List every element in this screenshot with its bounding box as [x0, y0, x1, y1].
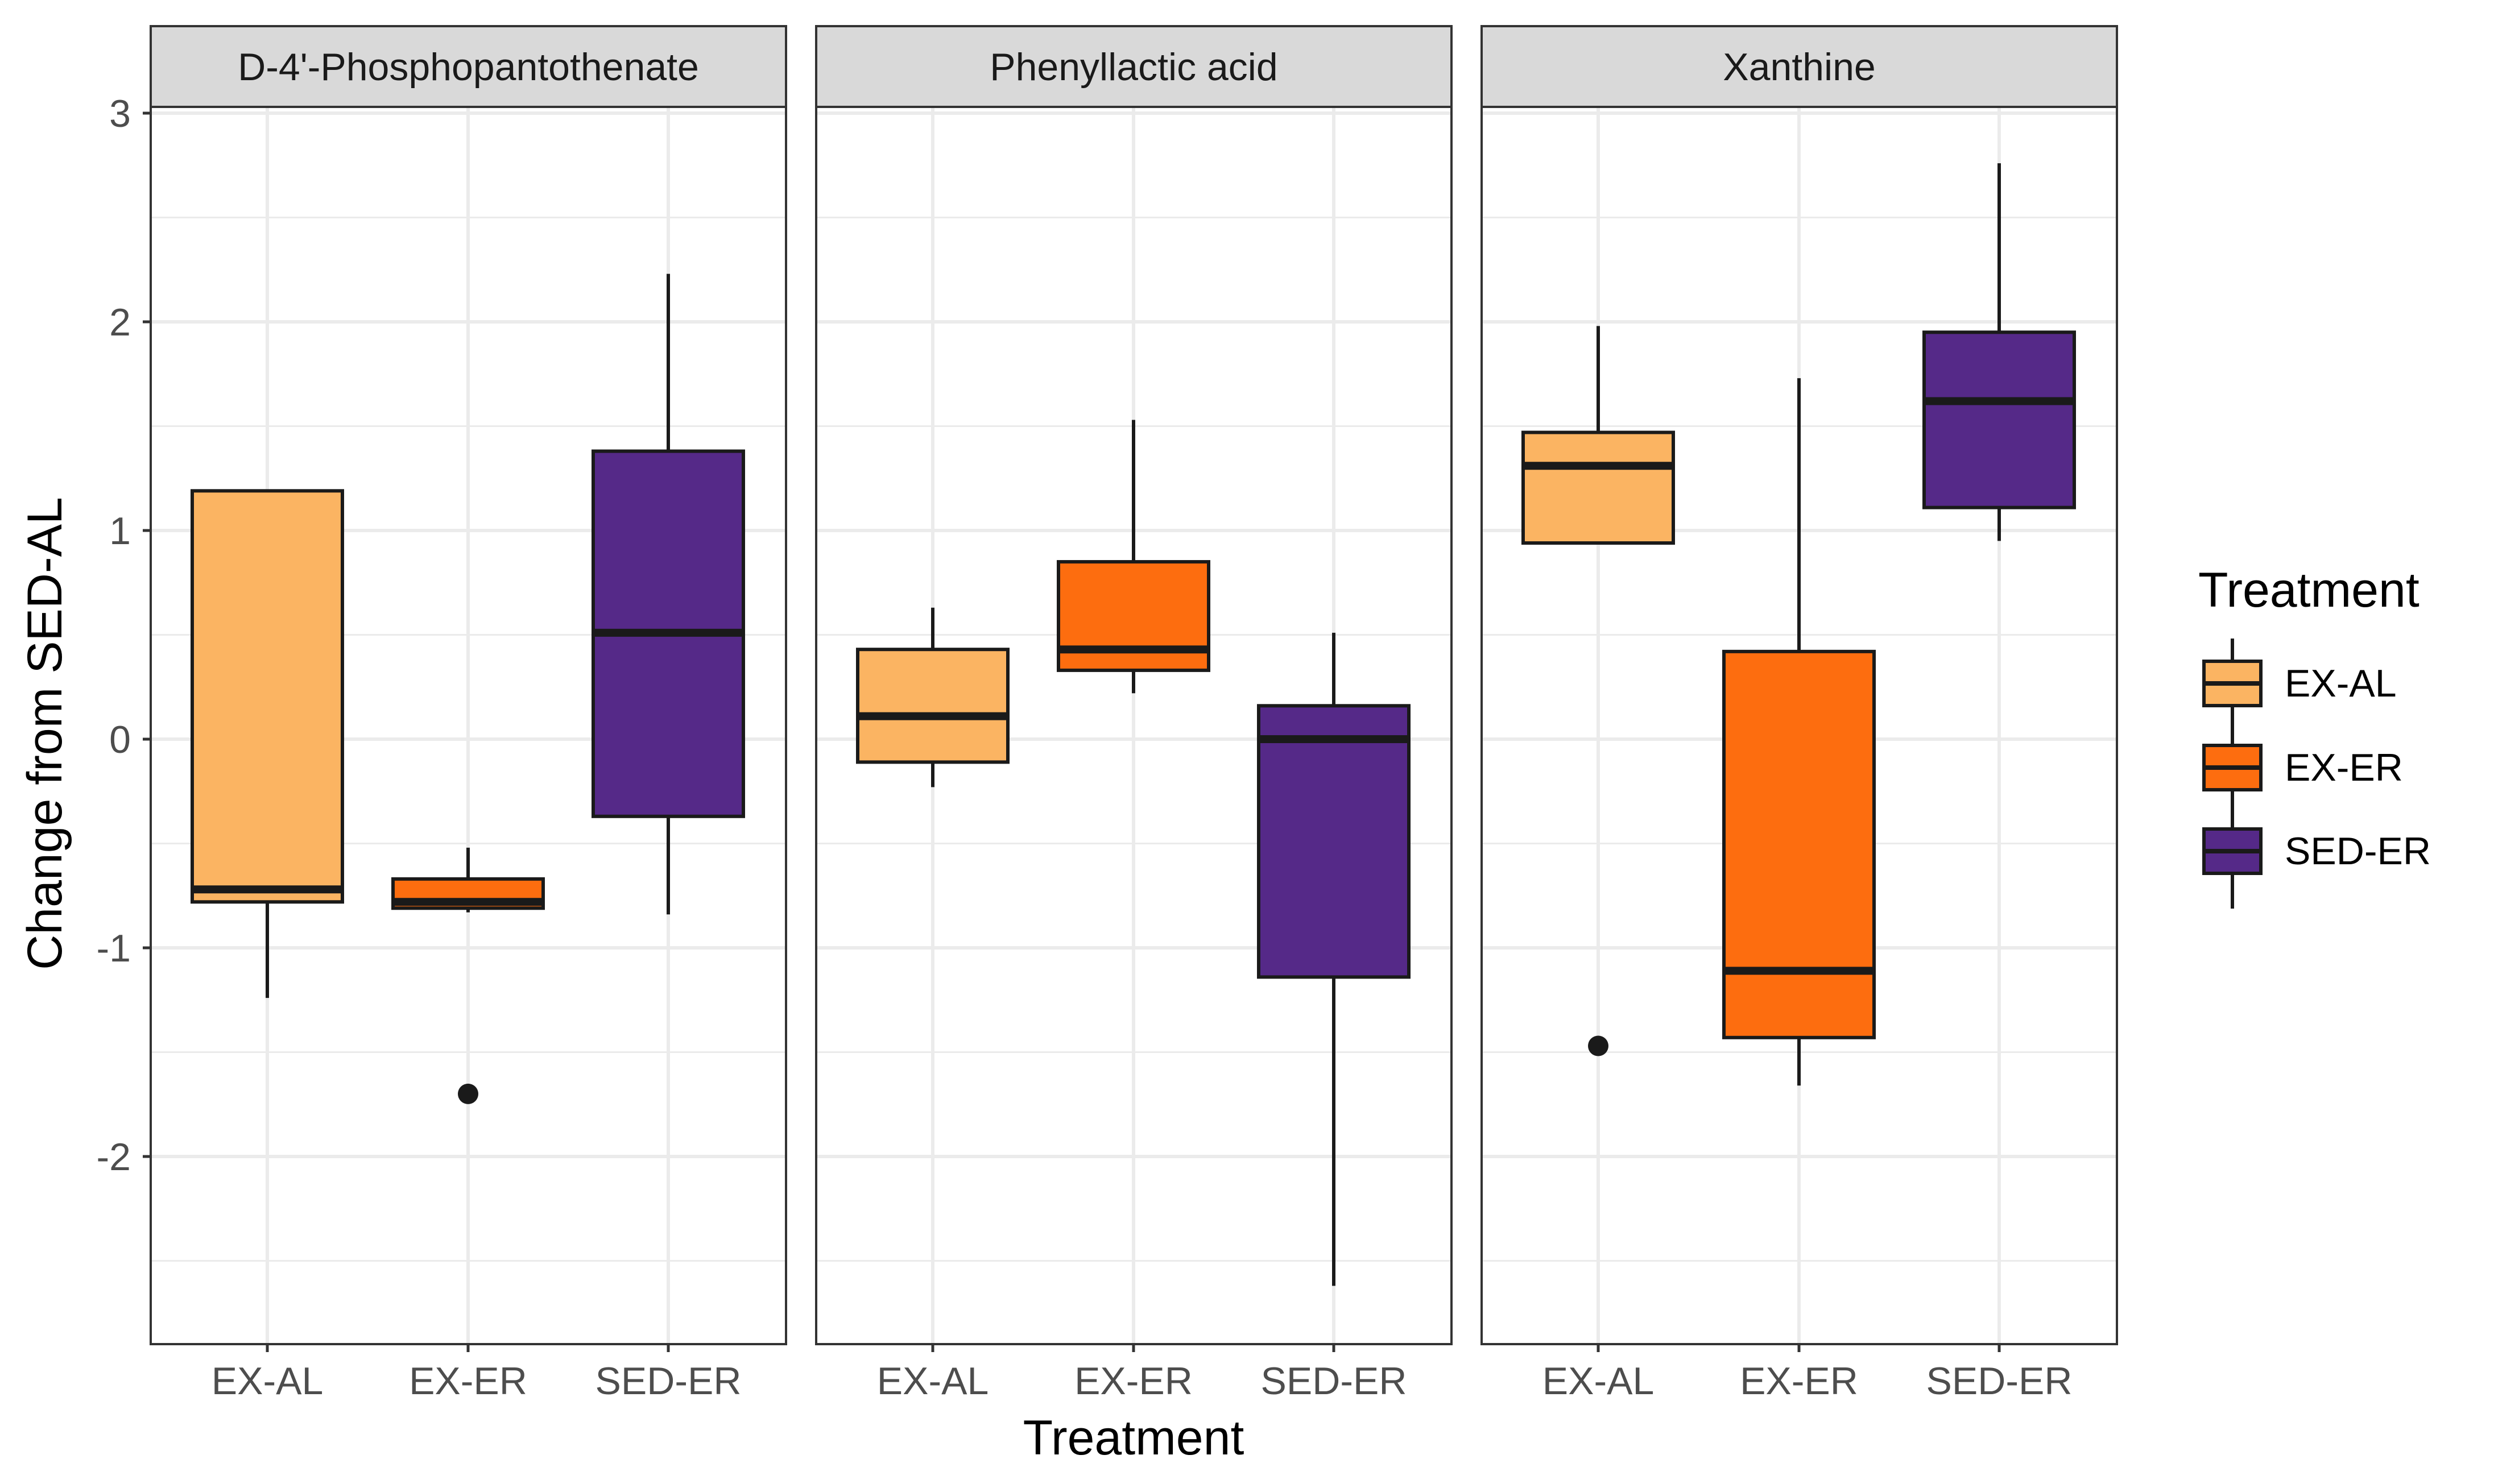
box-body — [1521, 430, 1675, 545]
legend-item-label: EX-AL — [2285, 662, 2397, 705]
box-ex-al — [191, 489, 344, 998]
facet-strip — [1480, 25, 2118, 108]
facet-strip — [150, 25, 787, 108]
box-sed-er — [592, 273, 745, 915]
legend-item-sed-er: SED-ER — [2202, 806, 2431, 909]
facet-panel: Phenyllactic acid EX-AL EX-ER SED-ER — [815, 25, 1453, 1403]
box-body — [856, 648, 1010, 764]
x-tick-label: SED-ER — [595, 1359, 742, 1403]
box-body — [191, 489, 344, 904]
box-ex-er — [1722, 378, 1876, 1086]
legend-item-ex-er: EX-ER — [2202, 723, 2403, 825]
facet-strip-label: D-4'-Phosphopantothenate — [238, 45, 699, 89]
box-body — [1057, 560, 1210, 672]
x-tick-label: EX-AL — [1542, 1359, 1655, 1403]
x-tick-label: EX-ER — [409, 1359, 527, 1403]
x-tick-label: SED-ER — [1926, 1359, 2073, 1403]
y-tick-label: 3 — [109, 92, 131, 135]
facet-panels: D-4'-Phosphopantothenate EX-AL EX-ER SED-ER… — [150, 25, 2118, 1403]
x-axis-label: Treatment — [1023, 1411, 1244, 1465]
y-axis: 3 2 1 0 -1 -2 — [97, 92, 151, 1179]
facet-strip-label: Phenyllactic acid — [990, 45, 1277, 89]
box-ex-er — [391, 847, 545, 1104]
box-body — [1922, 330, 2076, 509]
y-tick-label: 2 — [109, 301, 131, 344]
x-tick-label: EX-AL — [212, 1359, 324, 1403]
x-tick-label: SED-ER — [1261, 1359, 1407, 1403]
box-sed-er — [1257, 632, 1411, 1286]
facet-strip-label: Xanthine — [1723, 45, 1875, 89]
y-axis-label: Change from SED-AL — [18, 497, 72, 970]
legend-item-label: SED-ER — [2285, 830, 2431, 873]
facet-panel: Xanthine EX-AL EX-ER SED-ER — [1480, 25, 2118, 1403]
legend-item-label: EX-ER — [2285, 746, 2403, 789]
legend-title: Treatment — [2198, 563, 2420, 617]
x-tick-label: EX-ER — [1074, 1359, 1193, 1403]
y-tick-label: -1 — [97, 927, 131, 970]
legend: Treatment EX-AL EX-ER SED-ER — [2198, 563, 2431, 909]
outlier-point — [1588, 1035, 1608, 1056]
box-body — [1722, 649, 1876, 1039]
box-sed-er — [1922, 163, 2076, 541]
facet-strip — [815, 25, 1453, 108]
x-tick-label: EX-AL — [877, 1359, 989, 1403]
legend-item-ex-al: EX-AL — [2202, 639, 2397, 741]
outlier-point — [458, 1083, 478, 1104]
box-body — [1257, 704, 1411, 979]
facet-panel: D-4'-Phosphopantothenate EX-AL EX-ER SED-ER — [150, 25, 787, 1403]
y-tick-label: 0 — [109, 718, 131, 761]
y-tick-label: 1 — [109, 509, 131, 553]
box-ex-al — [1521, 326, 1675, 1056]
box-ex-er — [1057, 420, 1210, 694]
box-ex-al — [856, 607, 1010, 787]
y-tick-label: -2 — [97, 1135, 131, 1179]
x-tick-label: EX-ER — [1740, 1359, 1858, 1403]
